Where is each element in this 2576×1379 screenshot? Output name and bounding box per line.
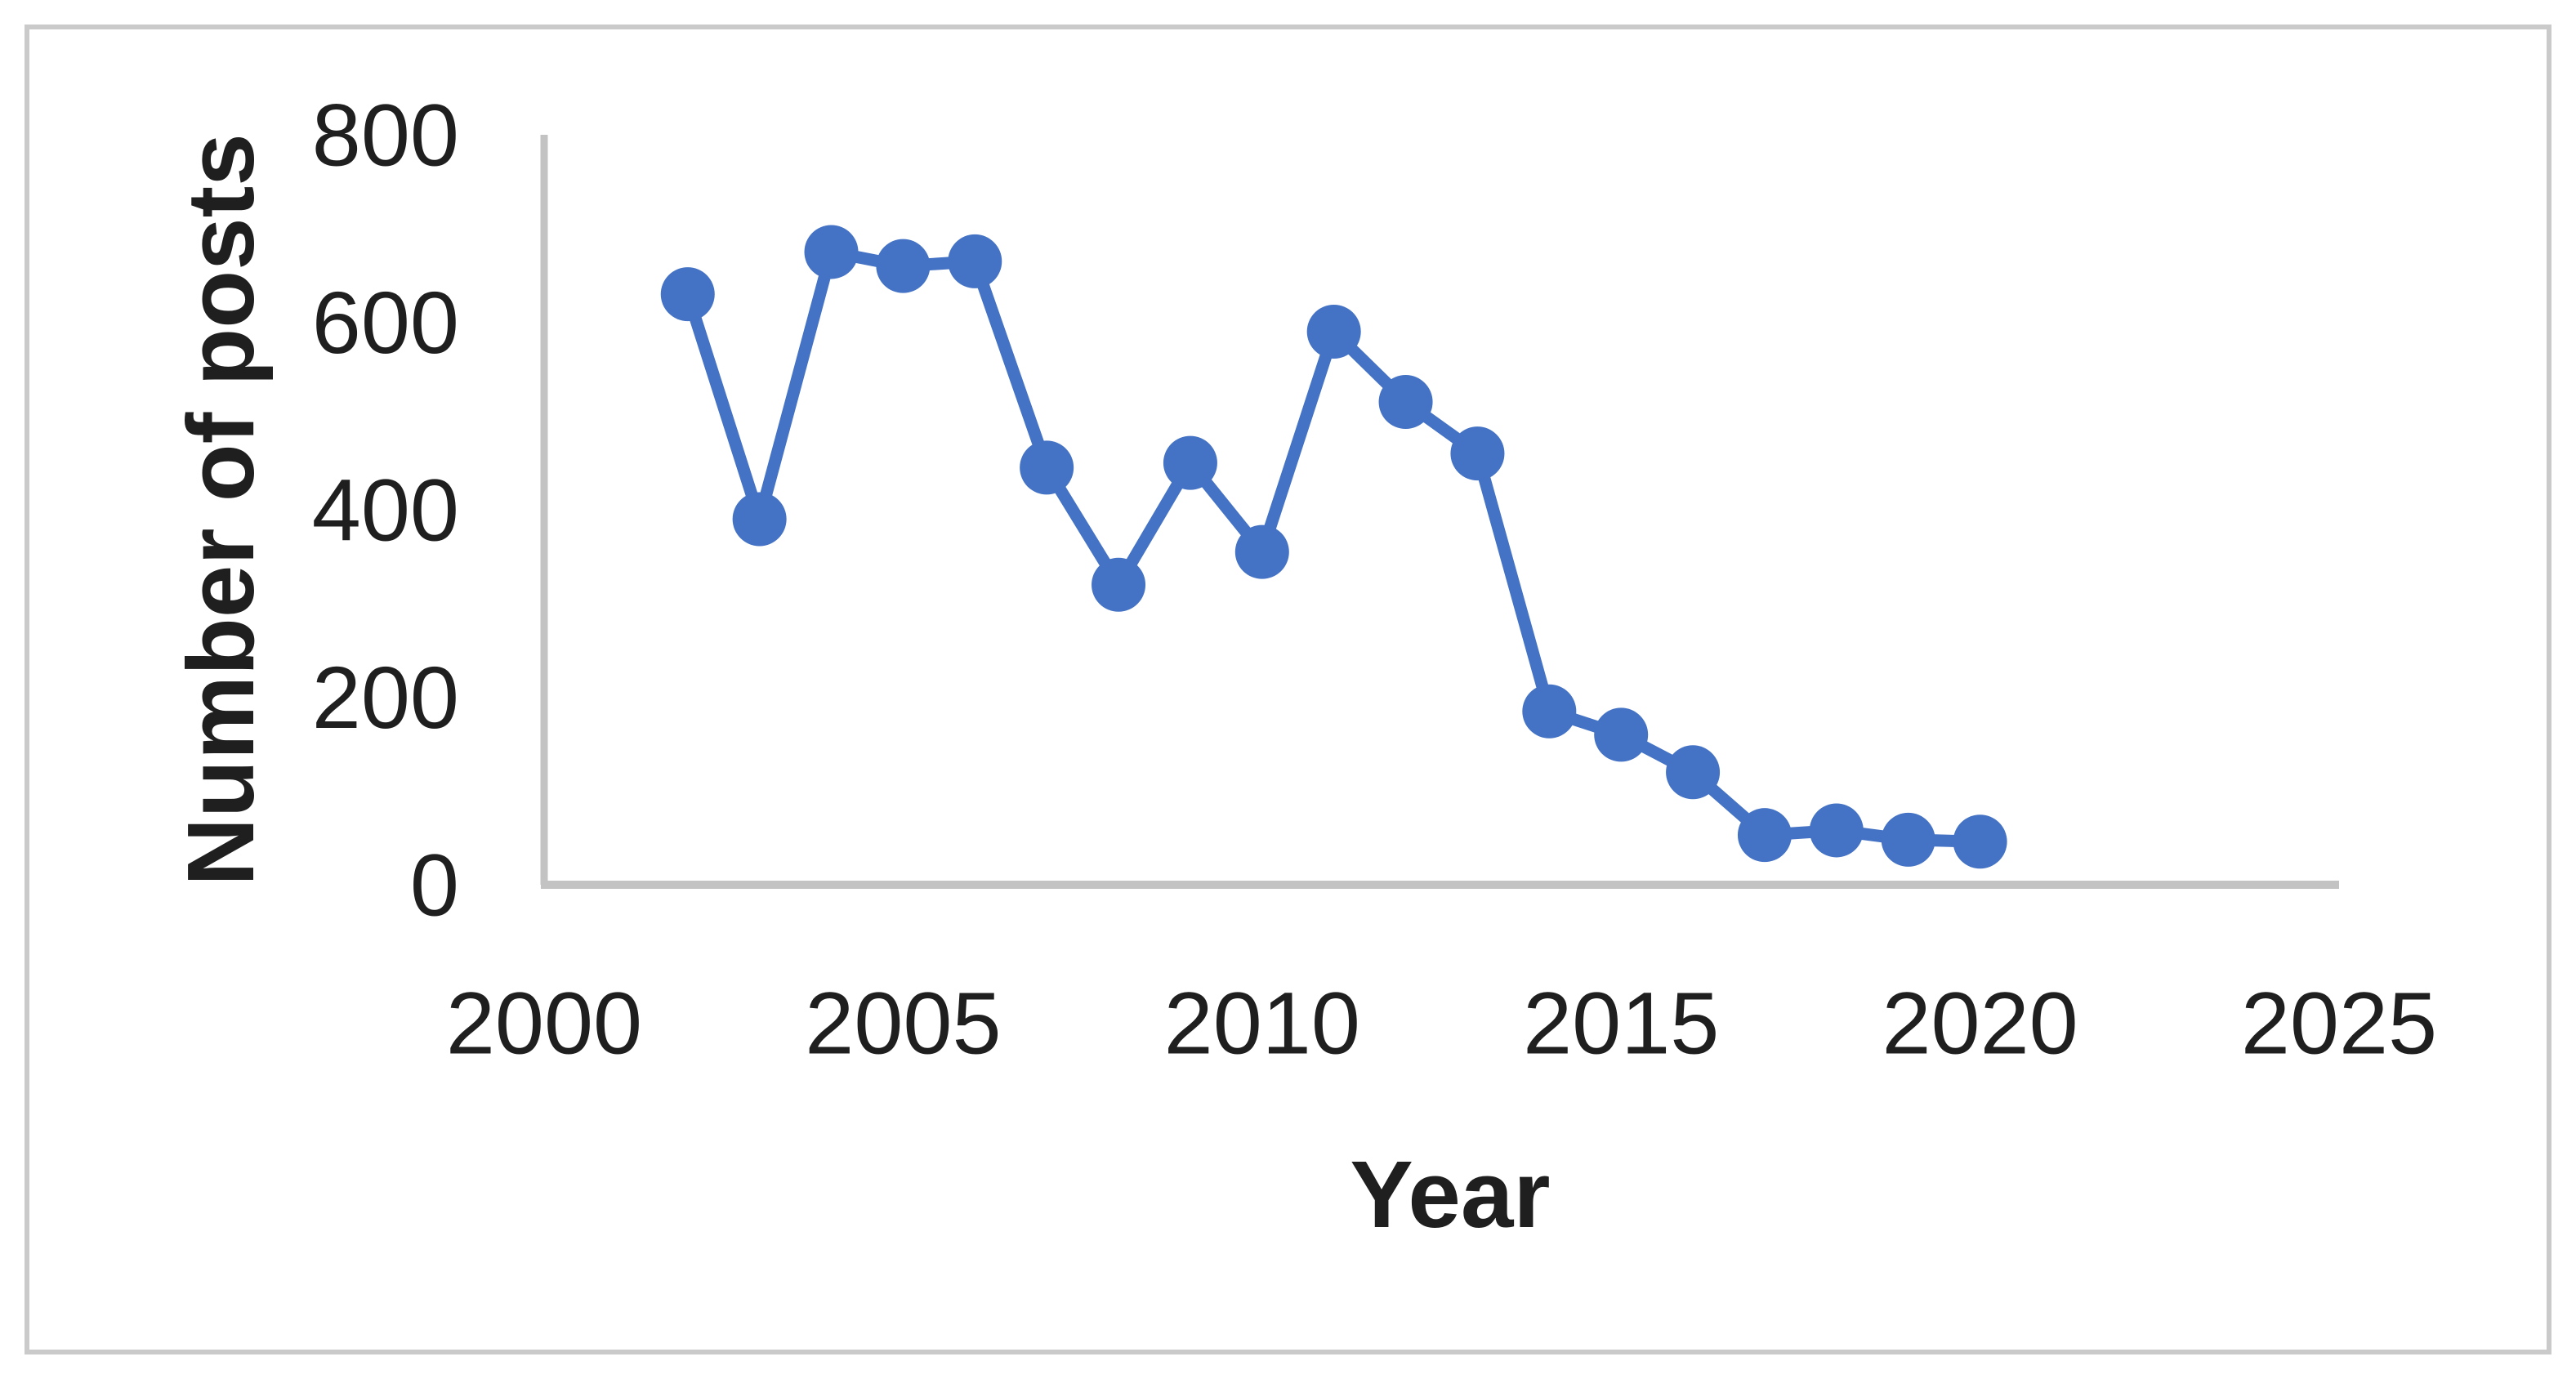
data-point-marker — [1378, 375, 1433, 430]
data-point-marker — [1809, 803, 1864, 858]
x-tick-label: 2000 — [446, 974, 642, 1073]
y-tick-labels: 0 200 400 600 800 — [312, 86, 459, 935]
data-point-marker — [1020, 440, 1074, 495]
x-tick-labels: 2000 2005 2010 2015 2020 2025 — [446, 974, 2437, 1073]
data-point-marker — [1881, 812, 1935, 867]
y-tick-label: 400 — [312, 461, 459, 560]
y-tick-label: 800 — [312, 86, 459, 185]
data-point-marker — [732, 492, 787, 547]
x-tick-label: 2015 — [1523, 974, 1719, 1073]
data-point-marker — [804, 225, 859, 279]
data-series — [660, 225, 2007, 869]
x-tick-label: 2020 — [1882, 974, 2078, 1073]
data-point-marker — [948, 234, 1002, 288]
y-axis-title: Number of posts — [167, 133, 274, 886]
data-point-marker — [1306, 304, 1361, 359]
y-tick-label: 200 — [312, 648, 459, 747]
data-point-marker — [1594, 707, 1649, 762]
x-tick-label: 2005 — [805, 974, 1001, 1073]
data-point-marker — [1092, 557, 1146, 612]
data-point-marker — [1450, 426, 1505, 481]
y-tick-label: 0 — [410, 836, 459, 935]
x-axis-title: Year — [1350, 1141, 1550, 1247]
data-point-marker — [660, 267, 715, 322]
data-point-marker — [1666, 745, 1721, 800]
data-point-marker — [876, 239, 931, 293]
y-tick-label: 600 — [312, 273, 459, 372]
data-point-marker — [1522, 684, 1577, 739]
data-point-marker — [1163, 435, 1217, 490]
data-point-marker — [1953, 814, 2007, 869]
x-tick-label: 2025 — [2241, 974, 2437, 1073]
x-tick-label: 2010 — [1164, 974, 1360, 1073]
data-point-marker — [1737, 808, 1792, 863]
figure-border — [25, 25, 2551, 1354]
data-point-marker — [1234, 524, 1289, 579]
